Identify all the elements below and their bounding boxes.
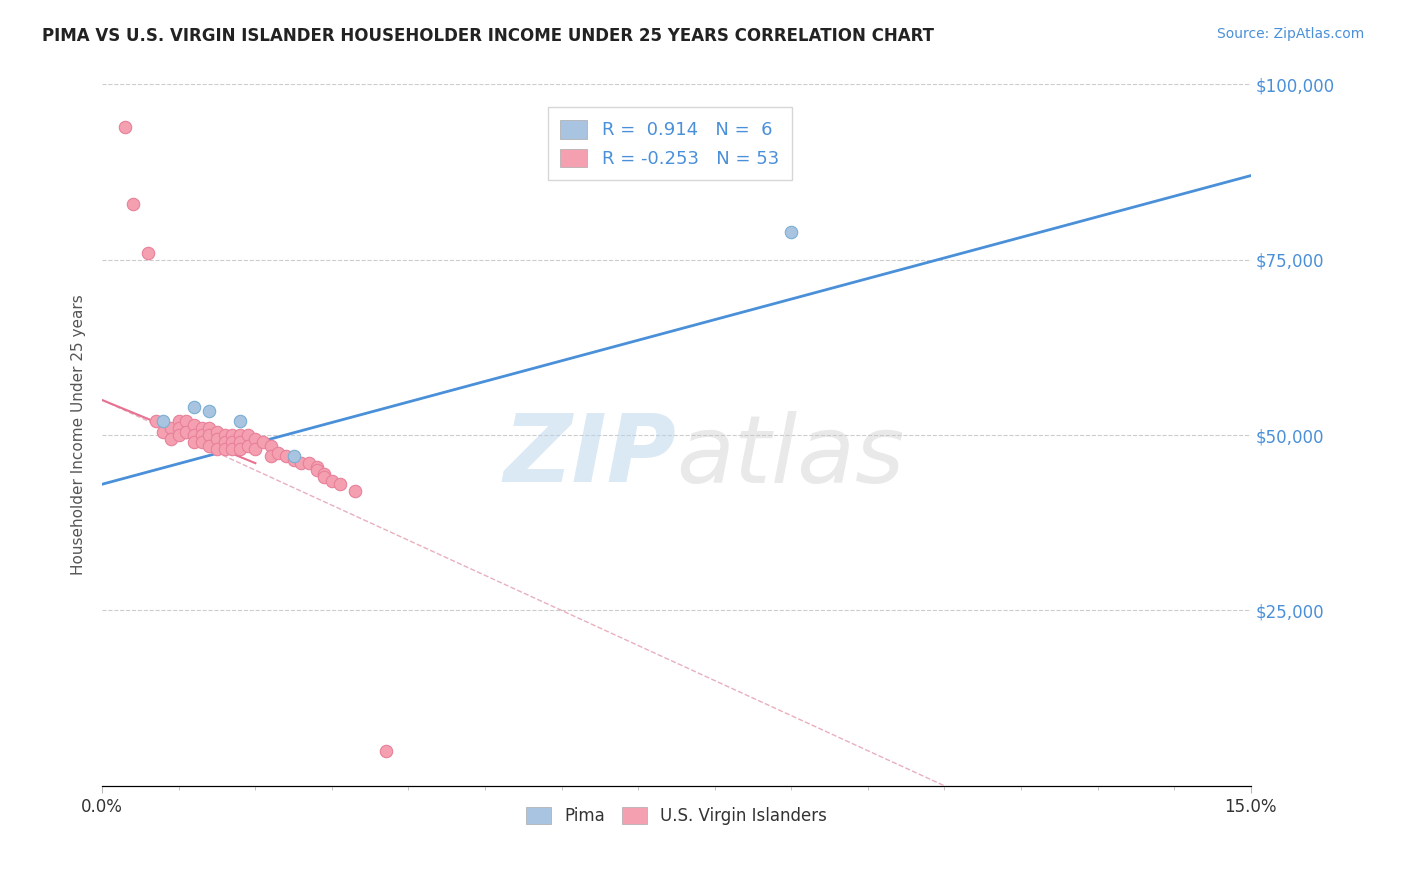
Point (236, 439, 259, 453)
Point (305, 463, 328, 477)
Point (221, 442, 243, 457)
Point (136, 245, 159, 260)
Point (305, 459, 328, 474)
Point (274, 449, 297, 463)
Point (780, 225, 803, 239)
Point (343, 484, 366, 499)
Point (252, 435, 274, 450)
Point (283, 452, 305, 467)
Point (167, 428, 190, 442)
Point (267, 445, 290, 459)
Point (314, 470, 336, 484)
Point (190, 428, 212, 442)
Point (152, 414, 174, 428)
Point (229, 442, 252, 457)
Text: Source: ZipAtlas.com: Source: ZipAtlas.com (1216, 27, 1364, 41)
Point (205, 442, 228, 457)
Point (160, 421, 183, 435)
Point (229, 435, 252, 450)
Point (183, 400, 205, 414)
Point (205, 425, 228, 439)
Text: ZIP: ZIP (503, 410, 676, 502)
Point (145, 414, 167, 428)
Point (160, 432, 183, 446)
Point (229, 428, 252, 442)
Point (290, 456, 312, 470)
Point (198, 403, 221, 417)
Y-axis label: Householder Income Under 25 years: Householder Income Under 25 years (72, 294, 86, 575)
Point (190, 421, 212, 435)
Text: atlas: atlas (676, 410, 904, 501)
Point (167, 414, 190, 428)
Point (198, 428, 221, 442)
Point (260, 439, 283, 453)
Point (214, 442, 236, 457)
Point (205, 432, 228, 446)
Point (114, 120, 136, 134)
Point (283, 449, 305, 463)
Point (152, 425, 174, 439)
Legend: Pima, U.S. Virgin Islanders: Pima, U.S. Virgin Islanders (517, 798, 835, 833)
Point (221, 428, 243, 442)
Point (298, 456, 321, 470)
Point (198, 421, 221, 435)
Point (374, 744, 396, 758)
Point (329, 477, 352, 491)
Point (314, 467, 336, 481)
Point (214, 428, 236, 442)
Point (221, 435, 243, 450)
Point (190, 435, 212, 450)
Point (198, 439, 221, 453)
Point (236, 428, 259, 442)
Point (245, 432, 267, 446)
Point (321, 474, 343, 488)
Text: PIMA VS U.S. VIRGIN ISLANDER HOUSEHOLDER INCOME UNDER 25 YEARS CORRELATION CHART: PIMA VS U.S. VIRGIN ISLANDER HOUSEHOLDER… (42, 27, 934, 45)
Point (214, 435, 236, 450)
Point (245, 442, 267, 457)
Point (260, 449, 283, 463)
Point (229, 414, 252, 428)
Point (121, 196, 143, 211)
Point (176, 414, 198, 428)
Point (183, 435, 205, 450)
Point (176, 425, 198, 439)
Point (183, 417, 205, 432)
Point (183, 428, 205, 442)
Point (167, 421, 190, 435)
